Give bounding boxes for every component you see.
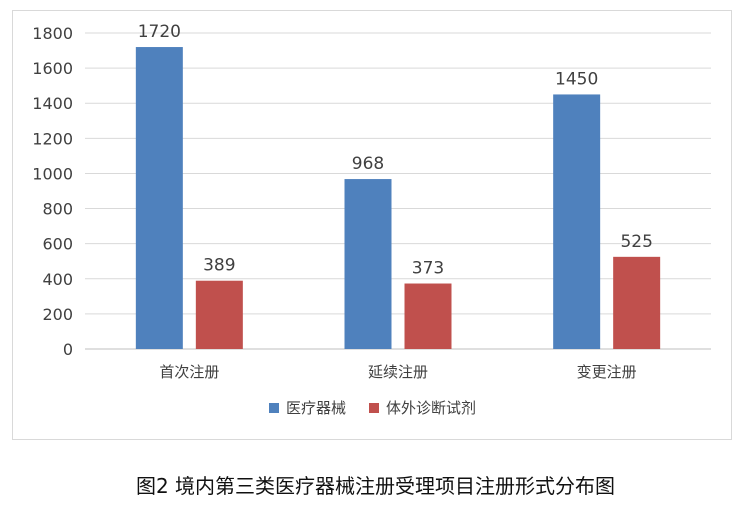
bar-device — [135, 47, 183, 350]
legend-swatch — [269, 403, 279, 413]
y-tick-label: 1600 — [32, 59, 73, 78]
bar-ivd — [404, 283, 452, 349]
y-tick-label: 600 — [42, 235, 73, 254]
y-tick-label: 1200 — [32, 129, 73, 148]
figure-caption: 图2 境内第三类医疗器械注册受理项目注册形式分布图 — [135, 474, 616, 498]
data-label: 968 — [352, 154, 384, 174]
y-tick-label: 1000 — [32, 164, 73, 183]
bar-chart: 0 200 400 600 800 1000 1200 1400 1600 1800 1720 389… — [32, 22, 711, 417]
y-tick-label: 0 — [63, 340, 73, 359]
data-label: 389 — [203, 256, 235, 276]
y-tick-label: 800 — [42, 200, 73, 219]
bar-device — [553, 94, 601, 349]
y-tick-label: 1400 — [32, 94, 73, 113]
x-tick-label: 变更注册 — [577, 363, 637, 381]
data-label: 525 — [620, 232, 652, 252]
data-label: 1450 — [555, 69, 598, 89]
y-tick-label: 400 — [42, 270, 73, 289]
y-tick-label: 200 — [42, 305, 73, 324]
bar-ivd — [195, 280, 243, 349]
legend-label: 体外诊断试剂 — [386, 399, 476, 417]
legend-swatch — [369, 403, 379, 413]
y-tick-label: 1800 — [32, 24, 73, 43]
x-tick-label: 延续注册 — [368, 363, 428, 381]
x-tick-label: 首次注册 — [159, 363, 219, 381]
bar-device — [344, 179, 392, 349]
bar-ivd — [613, 256, 661, 349]
data-label: 373 — [412, 259, 444, 279]
chart-frame: 0 200 400 600 800 1000 1200 1400 1600 1800 1720 389… — [12, 10, 732, 440]
data-label: 1720 — [138, 22, 181, 42]
legend-label: 医疗器械 — [286, 399, 346, 417]
